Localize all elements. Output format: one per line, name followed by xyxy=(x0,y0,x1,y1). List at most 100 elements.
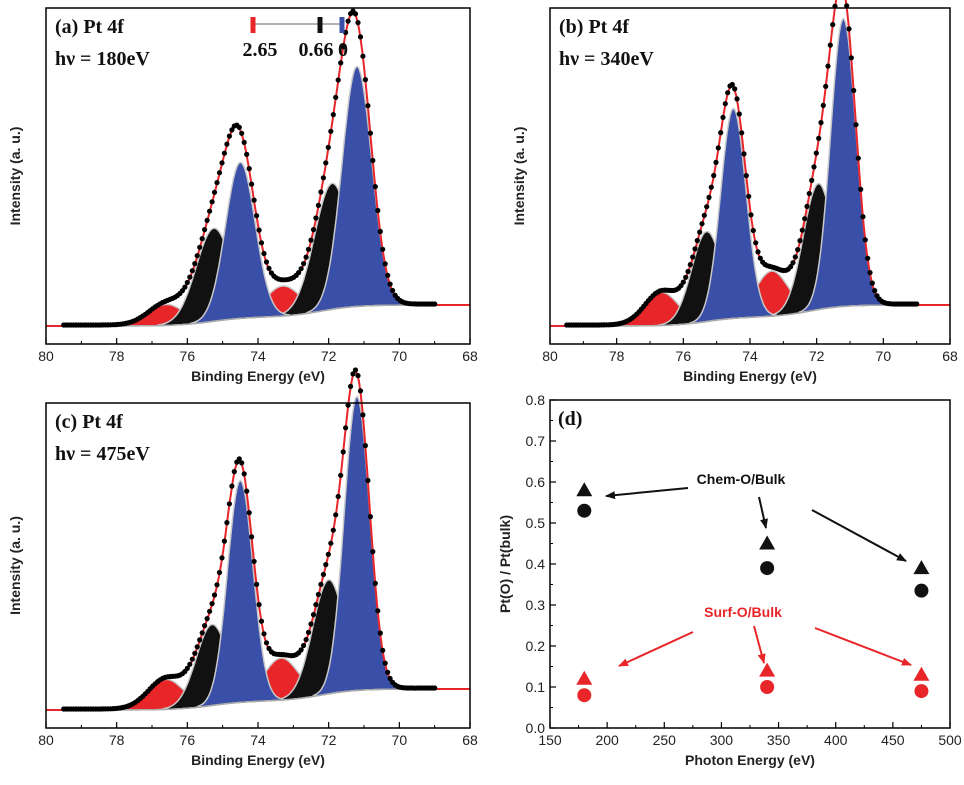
panel-c-data-point xyxy=(251,558,257,565)
panel-a-data-point xyxy=(236,124,242,130)
panel-b-data-point xyxy=(813,150,819,156)
scale-bar-marker xyxy=(317,17,323,33)
panel-d-x-tick-label: 400 xyxy=(824,732,848,748)
panel-d-y-tick-label: 0.5 xyxy=(526,515,546,531)
panel-c-data-point xyxy=(338,472,344,478)
panel-a-title: (a) Pt 4f xyxy=(55,16,124,38)
panel-b-data-point xyxy=(715,145,721,151)
panel-b-data-point xyxy=(694,237,700,244)
panel-b-data-point xyxy=(844,3,850,9)
panel-c-data-point xyxy=(313,602,319,608)
panel-a-x-tick-label: 68 xyxy=(462,348,478,364)
panel-d-x-tick-label: 200 xyxy=(595,732,619,748)
panel-c-data-point xyxy=(365,477,371,484)
scale-bar-marker xyxy=(339,17,345,33)
panel-c-data-point xyxy=(355,373,361,379)
panel-c-data-point xyxy=(372,580,378,587)
panel-d-x-tick-label: 500 xyxy=(938,732,962,748)
panel-c-data-point xyxy=(343,425,349,431)
panel-b-data-point xyxy=(827,42,833,48)
panel-b-data-point xyxy=(685,268,691,275)
panel-b-data-point xyxy=(818,120,824,126)
panel-c-data-point xyxy=(202,623,208,629)
panel-a-data-point xyxy=(256,227,262,233)
panel-d-y-tick-label: 0.7 xyxy=(526,433,546,449)
panel-c-data-point xyxy=(352,367,359,373)
panel-b-data-point xyxy=(865,255,871,261)
panel-c-data-point xyxy=(382,660,388,666)
panel-d-x-tick-label: 450 xyxy=(881,732,905,748)
panel-a-data-point xyxy=(254,213,260,219)
panel-b-data-point xyxy=(795,247,801,253)
panel-b-data-point xyxy=(725,90,731,96)
panel-b-data-point xyxy=(734,96,740,102)
panel-a-data-point xyxy=(390,287,396,294)
panel-a-data-point xyxy=(305,246,312,252)
panel-b-data-point xyxy=(701,212,707,218)
panel-c-data-point xyxy=(340,449,346,455)
panel-d-circle-marker xyxy=(577,503,592,518)
panel-b-data-point xyxy=(853,122,859,128)
annotation-arrow xyxy=(753,625,766,664)
panel-c-data-point xyxy=(194,644,200,650)
panel-b-data-point xyxy=(750,227,756,234)
panel-c-data-point xyxy=(387,675,393,682)
panel-c-data-point xyxy=(241,471,247,477)
panel-a-data-point xyxy=(340,44,346,50)
panel-a-data-point xyxy=(328,128,334,134)
panel-d-triangle-marker xyxy=(913,666,930,681)
panel-b-data-point xyxy=(862,237,868,243)
annotation-surf-o-bulk: Surf-O/Bulk xyxy=(704,604,782,620)
panel-a-x-tick-label: 74 xyxy=(250,348,266,364)
panel-a-data-point xyxy=(221,150,227,156)
panel-a-data-point xyxy=(209,199,215,205)
panel-c-data-point xyxy=(333,512,339,518)
panel-b-data-point xyxy=(718,130,724,136)
panel-a-data-point xyxy=(202,227,208,233)
panel-b-data-point xyxy=(706,194,712,200)
panel-a-data-point xyxy=(355,20,361,26)
panel-a-data-point xyxy=(258,240,265,246)
panel-c-data-point xyxy=(303,637,309,643)
panel-a-data-point xyxy=(318,189,324,195)
panel-c-x-tick-label: 72 xyxy=(321,732,337,748)
panel-d-y-tick-label: 0.8 xyxy=(526,392,546,408)
panel-c-data-point xyxy=(214,582,220,588)
panel-b-data-point xyxy=(790,260,796,266)
panel-c-data-point xyxy=(328,540,334,546)
panel-c-x-tick-label: 68 xyxy=(462,732,478,748)
panel-d-y-tick-label: 0.1 xyxy=(526,679,546,695)
panel-a-y-axis-label: Intensity (a. u.) xyxy=(7,127,23,226)
panel-a-x-axis-label: Binding Energy (eV) xyxy=(191,368,325,384)
panel-a-data-point xyxy=(372,184,378,190)
annotation-chem-o-bulk: Chem-O/Bulk xyxy=(697,471,786,487)
panel-b-data-point xyxy=(830,22,836,28)
panel-c-data-point xyxy=(330,527,336,533)
panel-a-data-point xyxy=(325,144,331,150)
panel-b-y-axis-label: Intensity (a. u.) xyxy=(511,127,527,226)
panel-c-data-point xyxy=(432,685,438,691)
scale-bar-label: 0 xyxy=(338,39,348,61)
panel-c-data-point xyxy=(362,443,368,449)
panel-b-data-point xyxy=(846,26,852,32)
panel-a-data-point xyxy=(365,103,371,109)
panel-c-data-point xyxy=(216,569,223,576)
panel-c-data-point xyxy=(298,647,304,653)
panel-b-data-point xyxy=(755,249,761,255)
panel-a-data-point xyxy=(335,77,341,83)
panel-a-data-point xyxy=(219,160,225,166)
panel-a-data-point xyxy=(375,207,381,214)
panel-b-data-point xyxy=(748,212,754,218)
panel-d-x-tick-label: 150 xyxy=(538,732,562,748)
panel-b-data-point xyxy=(704,204,710,210)
panel-b-data-point xyxy=(848,55,854,61)
panel-c-data-point xyxy=(350,371,356,377)
scale-bar: 2.65 0.66 0 xyxy=(243,17,348,61)
panel-c-data-point xyxy=(229,483,235,489)
panel-a-data-point xyxy=(370,157,376,164)
panel-b-data-point xyxy=(713,159,719,165)
panel-c-data-point xyxy=(226,501,232,507)
panel-c-data-point xyxy=(375,608,381,614)
panel-a-data-point xyxy=(244,151,250,157)
